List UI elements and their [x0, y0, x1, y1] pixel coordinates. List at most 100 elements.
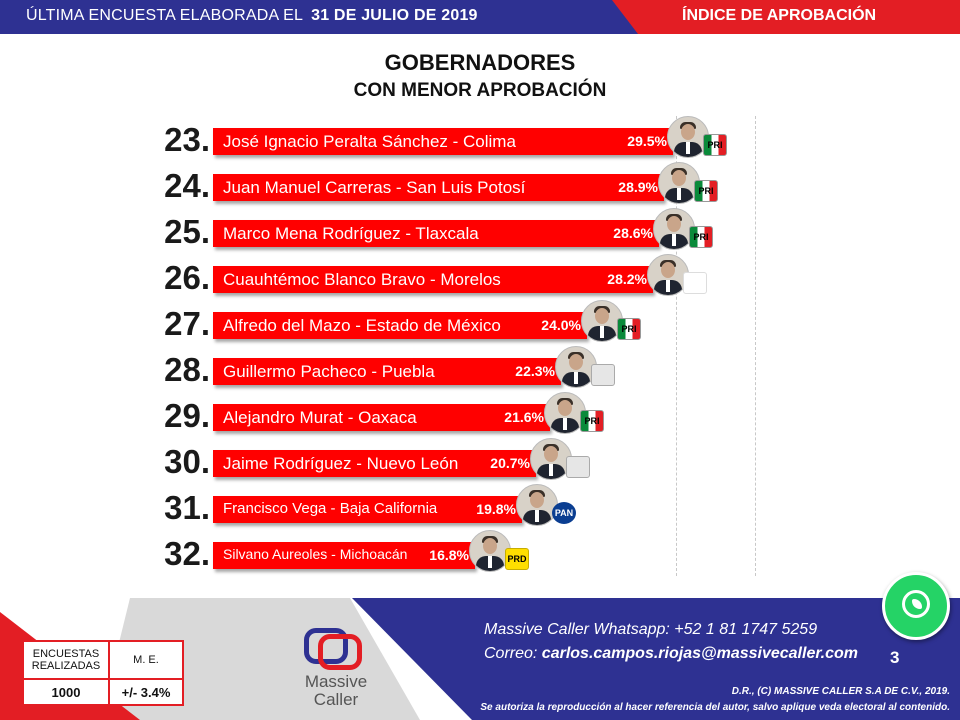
photo-head [672, 170, 686, 186]
governor-photo-icon [516, 484, 558, 526]
gridline-2 [755, 116, 756, 576]
bar-value-label: 22.3% [515, 363, 555, 379]
survey-date-prefix: ÚLTIMA ENCUESTA ELABORADA EL [26, 7, 304, 24]
copyright-notice: D.R., (C) MASSIVE CALLER S.A DE C.V., 20… [731, 686, 950, 697]
email-prefix: Correo: [484, 645, 542, 662]
rank-label: 26. [164, 259, 210, 296]
bar-value-label: 16.8% [429, 547, 469, 563]
rank-label: 32. [164, 535, 210, 572]
gridline-1 [676, 116, 677, 576]
page-number: 3 [890, 648, 900, 667]
photo-head [569, 354, 583, 370]
bar-value-label: 28.6% [613, 225, 653, 241]
party-logo-indep-icon [591, 364, 615, 386]
bar-category-label: Juan Manuel Carreras - San Luis Potosí [223, 178, 526, 197]
email-contact: Correo: carlos.campos.riojas@massivecall… [484, 645, 858, 663]
margin-error-value: +/- 3.4% [108, 678, 184, 706]
survey-date-line: ÚLTIMA ENCUESTA ELABORADA EL 31 DE JULIO … [26, 7, 478, 25]
bar-category-label: Cuauhtémoc Blanco Bravo - Morelos [223, 270, 501, 289]
survey-stats-table: ENCUESTAS REALIZADAS M. E. 1000 +/- 3.4% [22, 640, 184, 706]
massive-caller-logo: Massive Caller [296, 628, 376, 718]
bar: Silvano Aureoles - Michoacán 16.8% [213, 542, 475, 569]
bar-category-label: Francisco Vega - Baja California [223, 500, 438, 517]
bar: Juan Manuel Carreras - San Luis Potosí 28… [213, 174, 664, 201]
photo-head [544, 446, 558, 462]
governor-photo-icon [555, 346, 597, 388]
rank-label: 25. [164, 213, 210, 250]
bar: Guillermo Pacheco - Puebla 22.3% [213, 358, 561, 385]
bar-category-label: José Ignacio Peralta Sánchez - Colima [223, 132, 516, 151]
photo-head [483, 538, 497, 554]
photo-head [667, 216, 681, 232]
photo-tie [677, 188, 681, 200]
logo-text-line1: Massive [304, 672, 368, 691]
bar: Francisco Vega - Baja California 19.8% [213, 496, 522, 523]
governor-photo-icon [667, 116, 709, 158]
governor-photo-icon [647, 254, 689, 296]
bar-value-label: 29.5% [627, 133, 667, 149]
bar: Alejandro Murat - Oaxaca 21.6% [213, 404, 550, 431]
bar-value-label: 20.7% [490, 455, 530, 471]
photo-tie [488, 556, 492, 568]
party-logo-pri-icon: PRI [703, 134, 727, 156]
bar-value-label: 19.8% [476, 501, 516, 517]
bar-category-label: Alfredo del Mazo - Estado de México [223, 316, 501, 335]
survey-date: 31 DE JULIO DE 2019 [311, 7, 478, 24]
party-logo-pri-icon: PRI [694, 180, 718, 202]
bar: Marco Mena Rodríguez - Tlaxcala 28.6% [213, 220, 659, 247]
logo-text-line2: Caller [313, 690, 359, 709]
header-red-block [612, 0, 960, 34]
bar-category-label: Marco Mena Rodríguez - Tlaxcala [223, 224, 479, 243]
photo-head [530, 492, 544, 508]
party-logo-pan-icon: PAN [552, 502, 576, 524]
bar-category-label: Alejandro Murat - Oaxaca [223, 408, 417, 427]
party-logo-pri-icon: PRI [617, 318, 641, 340]
bar: José Ignacio Peralta Sánchez - Colima 29.… [213, 128, 673, 155]
photo-head [558, 400, 572, 416]
party-logo-indep-icon [566, 456, 590, 478]
bar-category-label: Guillermo Pacheco - Puebla [223, 362, 435, 381]
bar-value-label: 21.6% [504, 409, 544, 425]
whatsapp-phone-icon [902, 590, 930, 618]
photo-tie [535, 510, 539, 522]
email-address[interactable]: carlos.campos.riojas@massivecaller.com [541, 645, 859, 662]
governor-photo-icon [544, 392, 586, 434]
photo-head [661, 262, 675, 278]
party-logo-morena-icon [683, 272, 707, 294]
photo-head [681, 124, 695, 140]
footer-navy-band [352, 598, 960, 720]
party-logo-prd-icon: PRD [505, 548, 529, 570]
photo-tie [600, 326, 604, 338]
photo-tie [686, 142, 690, 154]
header-bar [0, 0, 960, 34]
bar: Cuauhtémoc Blanco Bravo - Morelos 28.2% [213, 266, 653, 293]
bar-category-label: Jaime Rodríguez - Nuevo León [223, 454, 459, 473]
bar: Jaime Rodríguez - Nuevo León 20.7% [213, 450, 536, 477]
rank-label: 28. [164, 351, 210, 388]
photo-tie [574, 372, 578, 384]
party-logo-pri-icon: PRI [689, 226, 713, 248]
bar: Alfredo del Mazo - Estado de México 24.0% [213, 312, 587, 339]
party-logo-pri-icon: PRI [580, 410, 604, 432]
section-title: ÍNDICE DE APROBACIÓN [682, 7, 877, 24]
rank-label: 24. [164, 167, 210, 204]
surveys-value: 1000 [22, 678, 110, 706]
rank-label: 31. [164, 489, 210, 526]
bar-value-label: 24.0% [541, 317, 581, 333]
photo-tie [672, 234, 676, 246]
chart-subtitle: CON MENOR APROBACIÓN [353, 80, 607, 101]
photo-tie [549, 464, 553, 476]
governor-photo-icon [653, 208, 695, 250]
governor-photo-icon [658, 162, 700, 204]
reproduction-disclaimer: Se autoriza la reproducción al hacer ref… [480, 702, 950, 713]
whatsapp-icon[interactable] [882, 572, 950, 640]
bar-value-label: 28.2% [607, 271, 647, 287]
governor-photo-icon [469, 530, 511, 572]
photo-head [595, 308, 609, 324]
surveys-label: ENCUESTAS REALIZADAS [22, 640, 110, 680]
rank-label: 30. [164, 443, 210, 480]
margin-error-label: M. E. [108, 640, 184, 680]
rank-label: 23. [164, 121, 210, 158]
whatsapp-contact: Massive Caller Whatsapp: +52 1 81 1747 5… [484, 621, 818, 638]
rank-label: 27. [164, 305, 210, 342]
